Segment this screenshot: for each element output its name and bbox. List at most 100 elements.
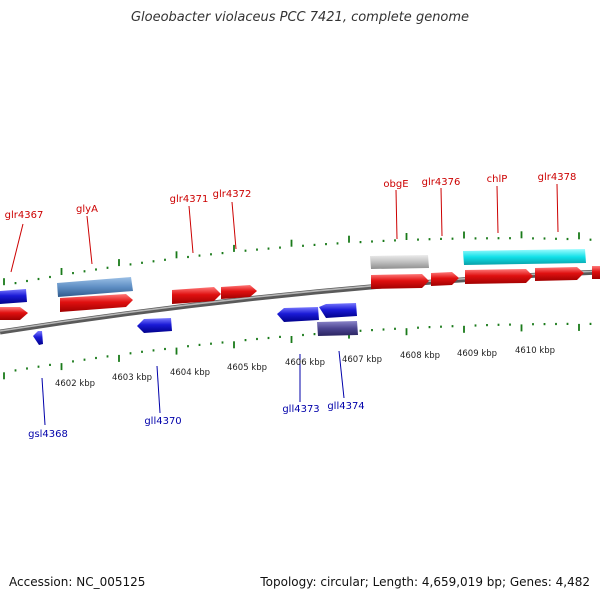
minor-tick: [440, 325, 442, 328]
minor-tick: [509, 237, 511, 240]
gene-label-glr4376[interactable]: glr4376: [422, 177, 461, 188]
minor-tick: [152, 260, 155, 263]
minor-tick: [26, 367, 28, 370]
major-tick: [60, 268, 63, 275]
minor-tick: [37, 365, 40, 368]
scale-label-4604: 4604 kbp: [170, 368, 210, 378]
scale-label-4603: 4603 kbp: [112, 373, 152, 383]
gene-label-glr4367[interactable]: glr4367: [5, 210, 44, 221]
gene-label-obgE[interactable]: obgE: [383, 179, 408, 190]
gene-arrow-glr4372[interactable]: [221, 285, 257, 299]
gene-arrow-glr4378[interactable]: [535, 267, 584, 281]
scale-label-4606: 4606 kbp: [285, 358, 325, 368]
minor-tick: [451, 325, 454, 328]
gene-arrow-glr4371[interactable]: [172, 287, 221, 304]
gene-label-gll4373[interactable]: gll4373: [282, 404, 319, 415]
gene-labels: glr4367 glyA glr4371 glr4372 obgE glr437…: [5, 172, 577, 440]
minor-tick: [129, 352, 132, 355]
gene-label-gsl4368[interactable]: gsl4368: [28, 429, 68, 440]
minor-tick: [428, 238, 431, 241]
minor-tick: [95, 356, 97, 360]
major-tick: [3, 278, 5, 286]
leader-chlP: [496, 185, 499, 234]
scale-label-4608: 4608 kbp: [400, 351, 440, 361]
major-tick: [348, 235, 350, 243]
minor-tick: [486, 324, 488, 327]
gene-label-glr4371[interactable]: glr4371: [170, 194, 209, 205]
minor-tick: [382, 328, 385, 331]
gene-label-chlP[interactable]: chlP: [487, 174, 508, 185]
minor-tick: [566, 322, 569, 325]
minor-tick: [83, 270, 86, 273]
minor-tick: [532, 237, 534, 240]
scale-label-4607: 4607 kbp: [342, 355, 382, 365]
minor-tick: [141, 261, 143, 264]
major-tick: [60, 363, 63, 371]
feature-left-blue-block[interactable]: [0, 289, 27, 304]
gene-arrow-gll4370[interactable]: [137, 318, 172, 333]
leader-gsl4368: [41, 377, 46, 426]
upper-features: [0, 249, 586, 304]
minor-tick: [543, 323, 546, 326]
gene-arrow-chlP[interactable]: [465, 269, 533, 284]
scale-labels: 4602 kbp 4603 kbp 4604 kbp 4605 kbp 4606…: [55, 346, 555, 389]
minor-tick: [417, 238, 419, 241]
minor-tick: [313, 243, 316, 246]
minor-tick: [497, 323, 500, 326]
gene-arrow-partial-right[interactable]: [592, 266, 600, 279]
label-leader-lines: [10, 183, 559, 426]
minor-tick: [72, 360, 74, 363]
gene-label-glyA[interactable]: glyA: [76, 204, 98, 215]
feature-obgE-block[interactable]: [370, 255, 429, 269]
minor-tick: [72, 272, 74, 275]
feature-glyA-block[interactable]: [57, 277, 133, 297]
major-tick: [118, 259, 120, 267]
minor-tick: [221, 252, 224, 255]
gene-arrow-glr4376[interactable]: [431, 272, 459, 286]
minor-tick: [382, 239, 385, 242]
major-tick: [578, 323, 580, 331]
minor-tick: [152, 349, 155, 352]
topology-text: Topology: circular; Length: 4,659,019 bp…: [260, 575, 590, 589]
minor-tick: [543, 237, 546, 240]
gene-arrow-glr4367[interactable]: [0, 307, 28, 320]
leader-gll4374: [338, 350, 345, 399]
gene-arrow-glyA[interactable]: [60, 294, 133, 312]
major-tick: [290, 336, 293, 343]
gene-arrow-gll4374[interactable]: [319, 303, 357, 318]
gene-label-glr4378[interactable]: glr4378: [538, 172, 577, 183]
minor-tick: [256, 248, 258, 251]
leader-glr4367: [10, 223, 24, 273]
gene-label-gll4370[interactable]: gll4370: [144, 416, 181, 427]
feature-chlP-block[interactable]: [463, 249, 586, 265]
minor-tick: [49, 363, 51, 366]
gene-arrow-gsl4368[interactable]: [33, 331, 43, 345]
gene-arrow-obgE[interactable]: [371, 274, 429, 289]
minor-tick: [14, 282, 17, 285]
minor-tick: [244, 339, 247, 342]
minor-tick: [474, 237, 477, 240]
gene-label-gll4374[interactable]: gll4374: [327, 401, 364, 412]
minor-tick: [394, 239, 396, 242]
gene-label-glr4372[interactable]: glr4372: [213, 189, 252, 200]
leader-glr4371: [188, 205, 194, 254]
minor-tick: [187, 255, 189, 259]
scale-label-4602: 4602 kbp: [55, 379, 95, 389]
gene-arrow-gll4373[interactable]: [277, 307, 319, 322]
minor-tick: [279, 246, 281, 249]
minor-tick: [509, 323, 511, 326]
lower-tick-row: [3, 322, 592, 380]
minor-tick: [589, 238, 592, 241]
minor-tick: [95, 268, 97, 271]
minor-tick: [141, 350, 143, 353]
minor-tick: [302, 333, 304, 337]
minor-tick: [187, 345, 189, 348]
minor-tick: [244, 249, 247, 252]
minor-tick: [198, 343, 201, 346]
minor-tick: [83, 358, 86, 361]
minor-tick: [486, 237, 488, 240]
minor-tick: [451, 237, 454, 240]
feature-gll4374-block[interactable]: [317, 321, 358, 336]
minor-tick: [532, 323, 534, 326]
